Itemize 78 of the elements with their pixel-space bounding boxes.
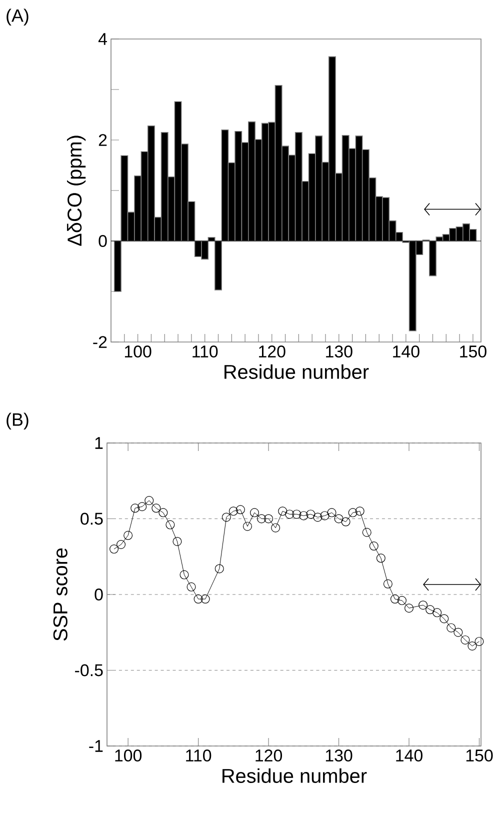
point [320,511,330,520]
point [236,505,245,514]
point [348,508,358,518]
point [130,504,140,513]
x-tick-label: 150 [466,750,493,762]
point [362,528,372,537]
y-tick-label: 4 [98,33,107,45]
x-tick-label: 130 [326,750,352,762]
point [376,554,386,563]
point [341,517,350,526]
point [327,508,336,518]
x-axis-title: Residue number [222,768,367,783]
x-tick-label: 120 [259,346,286,358]
point [306,510,316,519]
point [460,635,470,644]
y-tick-label: 0.5 [80,512,103,525]
point [278,506,288,516]
y-tick-label: -2 [93,336,107,348]
point [242,522,252,531]
point [214,564,224,574]
x-tick-label: 140 [393,346,420,358]
point [426,605,435,614]
point [285,510,294,519]
point [418,600,428,610]
x-tick-label: 100 [124,346,152,358]
point [454,628,463,637]
y-tick-label: 0 [94,588,103,600]
point [292,510,302,519]
point [116,540,126,549]
point [440,614,449,624]
y-tick-label: -1 [89,740,103,752]
y-tick-label: 0 [98,234,107,247]
point [369,542,378,551]
point [334,514,344,524]
point [383,579,392,588]
point [313,512,322,522]
x-tick-label: 110 [186,750,212,762]
y-tick-label: -0.5 [75,664,103,676]
point [194,594,203,604]
y-tick-label: 2 [98,134,107,146]
point [110,544,119,554]
point [474,636,484,646]
point [180,570,189,580]
x-axis-title: Residue number [224,364,369,379]
chart-title: (A) [6,8,28,26]
point [228,506,238,516]
point [397,596,406,606]
point [250,508,259,518]
point [257,514,266,524]
y-axis-title: ΔδCO (ppm) [67,136,86,246]
point [152,504,161,513]
x-tick-label: 150 [460,346,486,358]
point [264,514,274,524]
x-tick-label: 130 [326,346,352,358]
point [390,594,400,604]
point [271,523,280,532]
x-tick-label: 140 [396,750,422,762]
point [144,496,154,506]
point [222,512,231,522]
point [158,508,168,518]
point [138,502,147,512]
point [446,623,456,632]
point [355,506,364,516]
point [172,536,182,546]
point [166,520,175,530]
point [124,530,133,540]
point [186,582,196,592]
chart-title: (B) [6,412,28,430]
y-axis-title: SSP score [53,548,68,641]
point [432,608,442,618]
x-tick-label: 110 [192,346,218,358]
x-tick-label: 100 [115,750,142,762]
point [200,594,210,604]
point [299,511,308,520]
point [468,642,477,650]
point [404,604,414,613]
x-tick-label: 120 [256,750,282,762]
y-tick-label: 1 [95,437,103,449]
